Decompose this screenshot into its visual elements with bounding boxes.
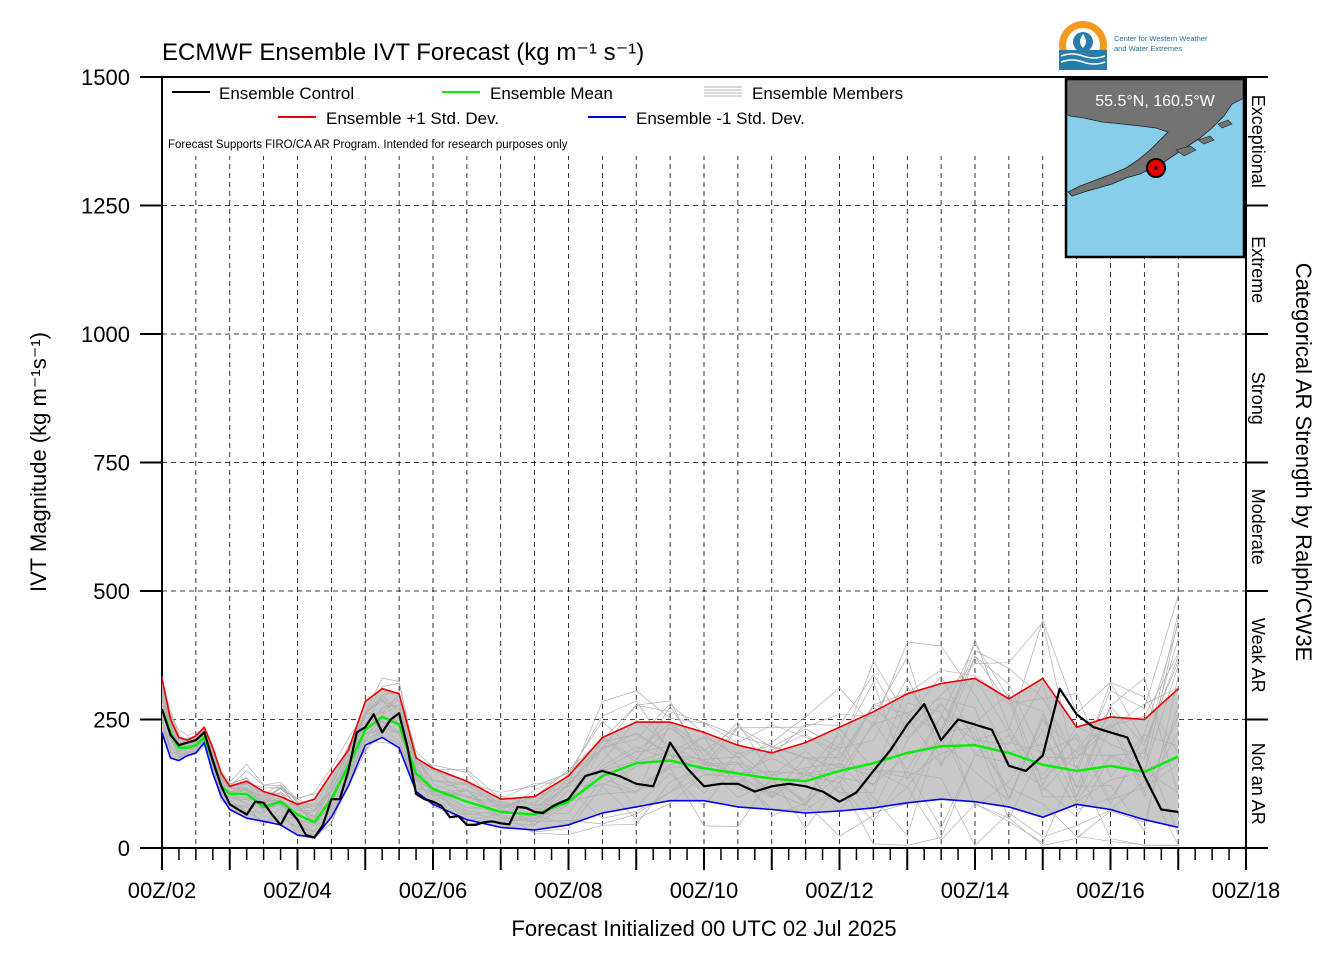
- ensemble-member-line: [161, 712, 1179, 823]
- category-label: Strong: [1248, 372, 1268, 425]
- ensemble-member-line: [161, 619, 1179, 820]
- location-inset-map: 55.5°N, 160.5°W: [1064, 77, 1246, 259]
- ensemble-spread-fill: [162, 678, 1179, 838]
- ensemble-member-line: [161, 716, 1179, 829]
- y-tick-label: 500: [93, 579, 130, 604]
- category-label: Weak AR: [1248, 618, 1268, 693]
- x-tick-label: 00Z/02: [128, 878, 197, 903]
- legend-label-plus-std: Ensemble +1 Std. Dev.: [326, 109, 499, 128]
- logo-wave-lines: [1060, 53, 1106, 65]
- series-control-line: [160, 687, 1179, 839]
- legend-label-control: Ensemble Control: [219, 84, 354, 103]
- x-tick-label: 00Z/12: [805, 878, 874, 903]
- logo-drop-icon: [1080, 34, 1086, 48]
- legend: Ensemble Control Ensemble Mean Ensemble …: [165, 80, 1065, 156]
- ensemble-member-line: [161, 638, 1179, 812]
- x-tick-label: 00Z/06: [399, 878, 468, 903]
- legend-label-members: Ensemble Members: [752, 84, 903, 103]
- map-island-1: [1175, 145, 1197, 157]
- map-frame: [1064, 77, 1246, 259]
- y-tick-label: 0: [118, 836, 130, 861]
- x-tick-label: 00Z/16: [1076, 878, 1145, 903]
- ensemble-lines: [160, 677, 1179, 839]
- x-tick-label: 00Z/08: [534, 878, 603, 903]
- category-label: Moderate: [1248, 489, 1268, 565]
- chart-title: ECMWF Ensemble IVT Forecast (kg m⁻¹ s⁻¹): [162, 39, 644, 66]
- ensemble-member-line: [161, 621, 1179, 808]
- y-tick-label: 750: [93, 451, 130, 476]
- y-tick-label: 1250: [81, 194, 130, 219]
- x-axis-label: Forecast Initialized 00 UTC 02 Jul 2025: [511, 916, 896, 941]
- x-tick-label: 00Z/14: [941, 878, 1010, 903]
- location-label: 55.5°N, 160.5°W: [1095, 93, 1215, 110]
- logo-wave-band: [1059, 50, 1107, 70]
- logo-text-line2: and Water Extremes: [1114, 44, 1182, 53]
- category-label: Extreme: [1248, 236, 1268, 303]
- location-marker-dot: [1154, 166, 1158, 170]
- series-minus-std-line: [161, 732, 1179, 839]
- y-tick-label: 1500: [81, 65, 130, 90]
- ensemble-member-line: [161, 643, 1179, 817]
- cw3e-logo: Center for Western Weather and Water Ext…: [1059, 21, 1208, 70]
- right-axis-label: Categorical AR Strength by Ralph/CW3E: [1291, 263, 1316, 662]
- y-axis-label: IVT Magnitude (kg m⁻¹s⁻¹): [26, 332, 51, 592]
- x-tick-label: 00Z/04: [263, 878, 332, 903]
- logo-text-line1: Center for Western Weather: [1114, 34, 1208, 43]
- ensemble-member-line: [161, 623, 1179, 811]
- y-tick-label: 1000: [81, 322, 130, 347]
- y-tick-label: 250: [93, 708, 130, 733]
- axes: 00Z/02 00Z/04 00Z/06 00Z/08 00Z/10 00Z/12 00Z/…: [81, 65, 1280, 903]
- map-island-3: [1217, 119, 1233, 129]
- map-land-alaska: [1065, 78, 1245, 197]
- legend-swatch-members: [704, 86, 742, 97]
- category-label: Not an AR: [1248, 743, 1268, 825]
- research-note: Forecast Supports FIRO/CA AR Program. In…: [168, 139, 568, 151]
- legend-label-mean: Ensemble Mean: [490, 84, 613, 103]
- category-label: Exceptional: [1248, 95, 1268, 188]
- x-tick-label: 00Z/18: [1212, 878, 1281, 903]
- map-island-2: [1197, 135, 1215, 145]
- x-tick-label: 00Z/10: [670, 878, 739, 903]
- series-plus-std-line: [161, 677, 1179, 806]
- legend-label-minus-std: Ensemble -1 Std. Dev.: [636, 109, 805, 128]
